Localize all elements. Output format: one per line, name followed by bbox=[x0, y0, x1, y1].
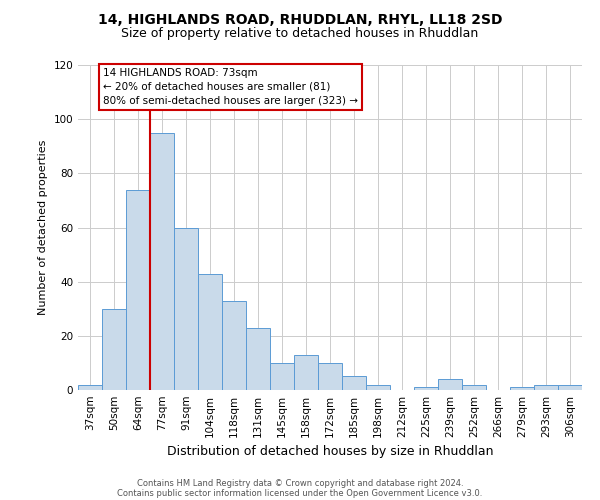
Bar bbox=[102, 308, 126, 390]
Bar bbox=[558, 384, 582, 390]
X-axis label: Distribution of detached houses by size in Rhuddlan: Distribution of detached houses by size … bbox=[167, 446, 493, 458]
Bar bbox=[246, 328, 270, 390]
Bar bbox=[510, 388, 534, 390]
Text: Size of property relative to detached houses in Rhuddlan: Size of property relative to detached ho… bbox=[121, 28, 479, 40]
Bar bbox=[342, 376, 366, 390]
Text: 14, HIGHLANDS ROAD, RHUDDLAN, RHYL, LL18 2SD: 14, HIGHLANDS ROAD, RHUDDLAN, RHYL, LL18… bbox=[98, 12, 502, 26]
Bar bbox=[222, 300, 246, 390]
Text: Contains HM Land Registry data © Crown copyright and database right 2024.: Contains HM Land Registry data © Crown c… bbox=[137, 478, 463, 488]
Text: Contains public sector information licensed under the Open Government Licence v3: Contains public sector information licen… bbox=[118, 488, 482, 498]
Text: 14 HIGHLANDS ROAD: 73sqm
← 20% of detached houses are smaller (81)
80% of semi-d: 14 HIGHLANDS ROAD: 73sqm ← 20% of detach… bbox=[103, 68, 358, 106]
Bar bbox=[294, 355, 318, 390]
Bar bbox=[414, 388, 438, 390]
Bar bbox=[78, 384, 102, 390]
Bar bbox=[534, 384, 558, 390]
Bar bbox=[150, 132, 174, 390]
Bar bbox=[270, 363, 294, 390]
Bar bbox=[126, 190, 150, 390]
Bar bbox=[198, 274, 222, 390]
Bar bbox=[366, 384, 390, 390]
Bar bbox=[318, 363, 342, 390]
Bar bbox=[438, 379, 462, 390]
Bar bbox=[462, 384, 486, 390]
Bar bbox=[174, 228, 198, 390]
Y-axis label: Number of detached properties: Number of detached properties bbox=[38, 140, 48, 315]
